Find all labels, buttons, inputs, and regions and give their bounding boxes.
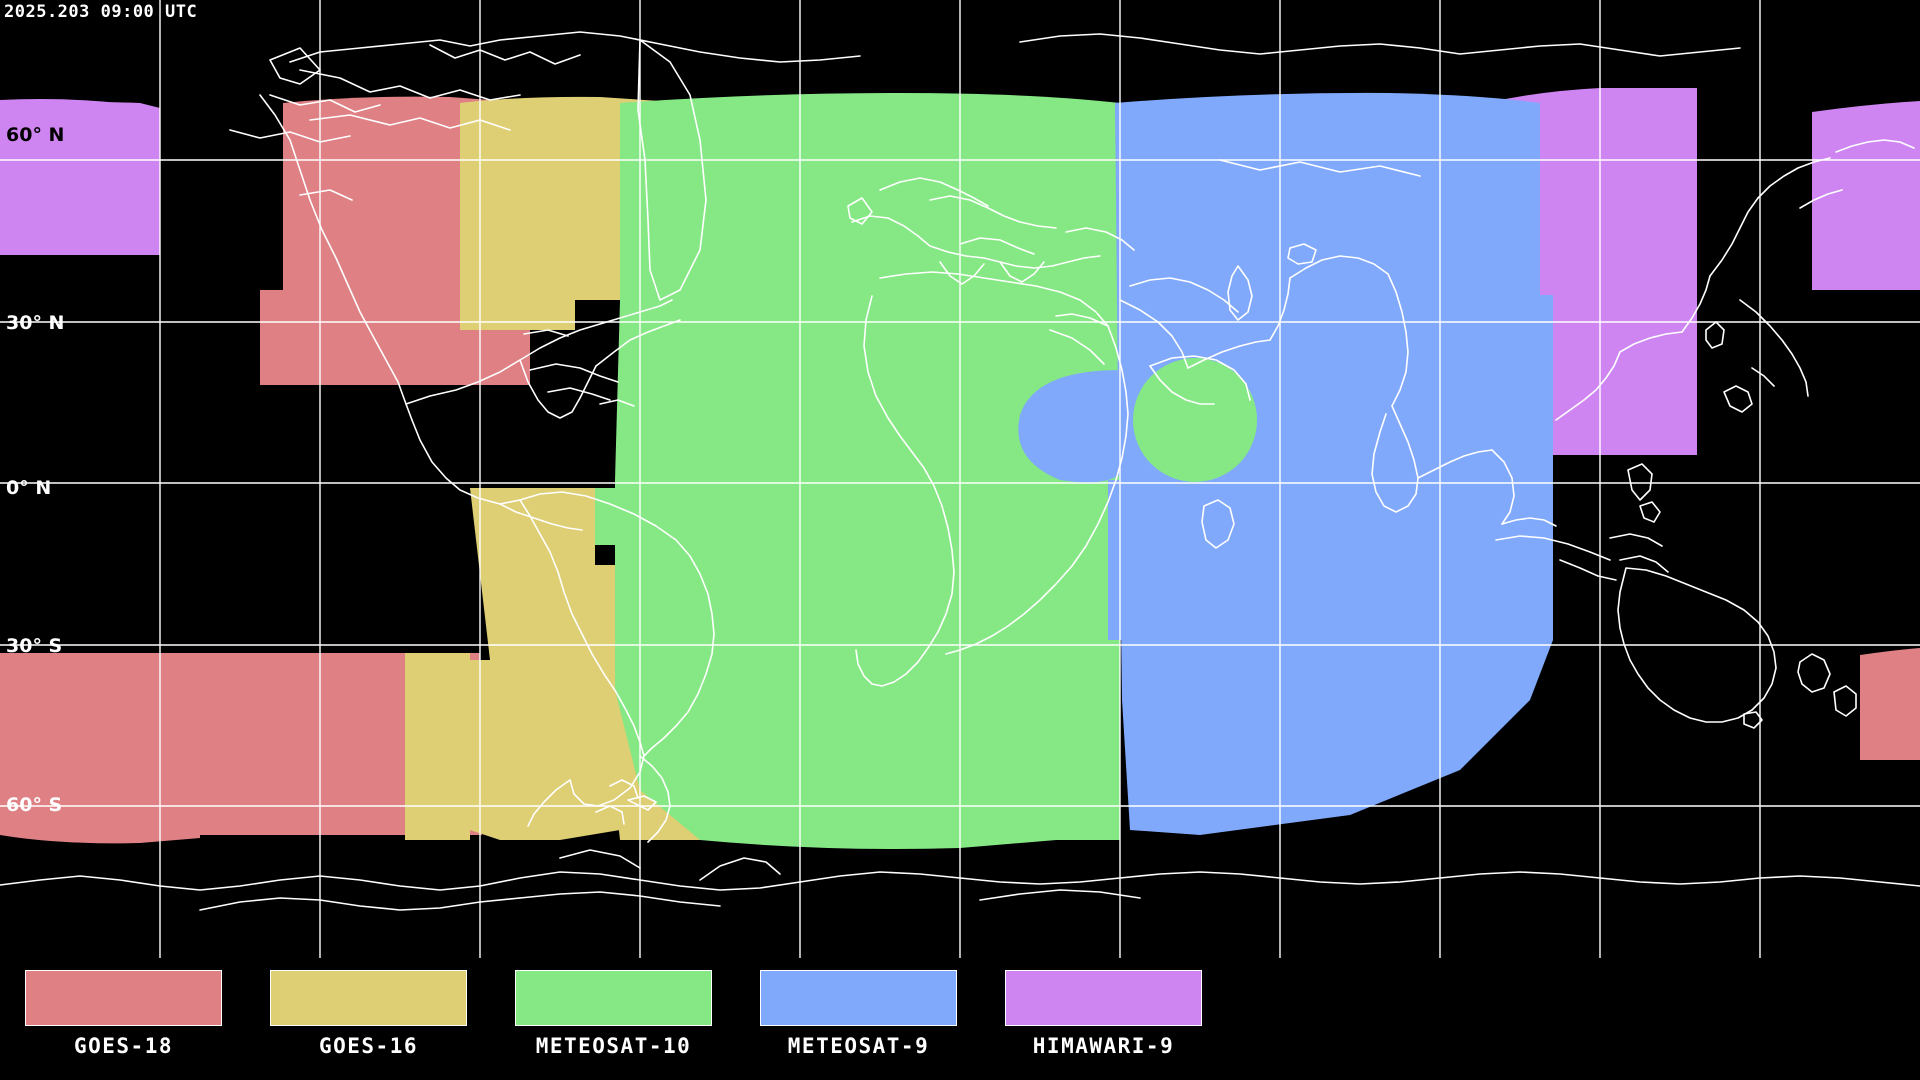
legend-swatch-meteosat-10 (515, 970, 712, 1026)
legend-label-meteosat-10: METEOSAT-10 (535, 1034, 692, 1058)
world-map-svg (0, 0, 1920, 958)
graticule-layer (0, 0, 1920, 958)
latitude-label-60n: 60° N (6, 124, 65, 146)
legend-label-meteosat-9: METEOSAT-9 (787, 1034, 930, 1058)
legend-swatch-himawari-9 (1005, 970, 1202, 1026)
coverage-footprint-layer (0, 88, 1920, 849)
legend-label-goes-16: GOES-16 (318, 1034, 418, 1058)
footprint-meteosat-10 (595, 93, 1120, 849)
latitude-label-60s: 60° S (6, 794, 63, 816)
legend-label-himawari-9: HIMAWARI-9 (1032, 1034, 1175, 1058)
legend-label-goes-18: GOES-18 (73, 1034, 173, 1058)
latitude-label-0n: 0° N (6, 477, 52, 499)
legend-swatch-goes-16 (270, 970, 467, 1026)
legend-swatch-goes-18 (25, 970, 222, 1026)
map-panel[interactable]: 2025.203 09:00 UTC 60° N 30° N 0° N 30° … (0, 0, 1920, 958)
legend: GOES-18 GOES-16 METEOSAT-10 METEOSAT-9 H… (0, 958, 1920, 1080)
meteosat-10-rapid-scan-disc (1133, 358, 1257, 482)
latitude-label-30s: 30° S (6, 635, 63, 657)
timestamp-label: 2025.203 09:00 UTC (4, 2, 198, 22)
legend-swatch-meteosat-9 (760, 970, 957, 1026)
footprint-meteosat-9 (1018, 92, 1553, 835)
latitude-label-30n: 30° N (6, 312, 65, 334)
